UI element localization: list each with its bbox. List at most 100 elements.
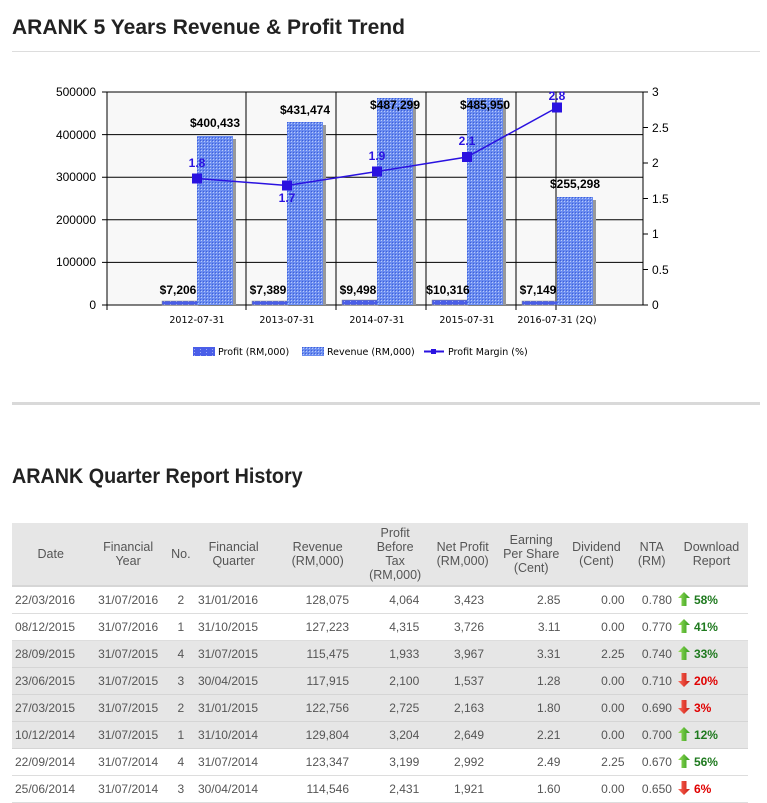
cell-dividend: 2.25 [564, 640, 629, 668]
svg-text:0: 0 [652, 298, 659, 312]
download-report-link[interactable]: 6% [677, 780, 712, 798]
cell-date: 22/03/2016 [12, 586, 90, 614]
svg-text:$400,433: $400,433 [190, 116, 240, 130]
svg-text:0.5: 0.5 [652, 263, 669, 277]
cell-download-report[interactable]: 41% [674, 613, 748, 641]
table-row: 22/03/2016 31/07/2016 2 31/01/2016 128,0… [12, 586, 748, 614]
cell-eps: 2.21 [498, 721, 565, 749]
cell-eps: 1.60 [498, 775, 565, 803]
header-profit-before-tax[interactable]: Profit Before Tax (RM,000) [363, 523, 428, 587]
cell-dividend: 0.00 [564, 775, 629, 803]
svg-text:2013-07-31: 2013-07-31 [259, 315, 314, 326]
table-section-title: ARANK Quarter Report History [12, 465, 303, 488]
change-percent: 12% [693, 728, 718, 742]
revenue-legend-label: Revenue (RM,000) [327, 347, 415, 358]
cell-profit-before-tax: 2,100 [363, 667, 428, 695]
cell-net-profit: 3,726 [427, 613, 499, 641]
arrow-up-icon [677, 591, 694, 609]
arrow-down-icon [677, 699, 694, 717]
table-row: 08/12/2015 31/07/2016 1 31/10/2015 127,2… [12, 613, 748, 641]
table-row: 27/03/2015 31/07/2015 2 31/01/2015 122,7… [12, 694, 748, 722]
revenue-value-labels: $400,433 $431,474 $487,299 $485,950 $255… [190, 98, 600, 191]
cell-revenue: 127,223 [272, 613, 364, 641]
svg-text:1: 1 [652, 227, 659, 241]
download-report-link[interactable]: 33% [677, 645, 718, 663]
cell-nta: 0.700 [628, 721, 675, 749]
cell-financial-quarter: 31/01/2016 [194, 586, 273, 614]
arrow-up-icon [677, 645, 694, 663]
download-report-link[interactable]: 56% [677, 753, 718, 771]
svg-text:400000: 400000 [56, 128, 96, 142]
profit-legend-label: Profit (RM,000) [218, 347, 289, 358]
profit-legend-swatch [193, 347, 215, 356]
cell-download-report[interactable]: 33% [674, 640, 748, 668]
svg-text:$7,149: $7,149 [520, 283, 557, 297]
svg-text:2016-07-31 (2Q): 2016-07-31 (2Q) [517, 315, 596, 326]
cell-no: 2 [166, 694, 195, 722]
cell-download-report[interactable]: 58% [674, 586, 748, 614]
cell-profit-before-tax: 3,199 [363, 748, 428, 776]
cell-financial-quarter: 30/04/2015 [194, 667, 273, 695]
cell-dividend: 0.00 [564, 667, 629, 695]
cell-nta: 0.780 [628, 586, 675, 614]
svg-text:2012-07-31: 2012-07-31 [169, 315, 224, 326]
table-row: 22/09/2014 31/07/2014 4 31/07/2014 123,3… [12, 748, 748, 776]
cell-eps: 1.80 [498, 694, 565, 722]
cell-download-report[interactable]: 56% [674, 748, 748, 776]
cell-download-report[interactable]: 3% [674, 694, 748, 722]
change-percent: 41% [693, 620, 718, 634]
right-axis-labels: 3 2.5 2 1.5 1 0.5 0 [652, 85, 669, 312]
svg-text:2014-07-31: 2014-07-31 [349, 315, 404, 326]
profit-bars [161, 299, 559, 306]
svg-text:100000: 100000 [56, 255, 96, 269]
svg-text:2: 2 [652, 156, 659, 170]
header-revenue[interactable]: Revenue (RM,000) [272, 523, 364, 587]
header-financial-year[interactable]: Financial Year [89, 523, 167, 587]
cell-net-profit: 3,423 [427, 586, 499, 614]
cell-dividend: 0.00 [564, 694, 629, 722]
chart-section-title: ARANK 5 Years Revenue & Profit Trend [12, 16, 405, 39]
cell-nta: 0.740 [628, 640, 675, 668]
table-row: 28/09/2015 31/07/2015 4 31/07/2015 115,4… [12, 640, 748, 668]
download-report-link[interactable]: 41% [677, 618, 718, 636]
cell-net-profit: 3,967 [427, 640, 499, 668]
change-percent: 20% [693, 674, 718, 688]
cell-download-report[interactable]: 20% [674, 667, 748, 695]
change-percent: 6% [693, 782, 712, 796]
download-report-link[interactable]: 12% [677, 726, 718, 744]
cell-nta: 0.650 [628, 775, 675, 803]
cell-download-report[interactable]: 12% [674, 721, 748, 749]
cell-no: 4 [166, 748, 195, 776]
svg-text:1.7: 1.7 [279, 191, 296, 205]
svg-text:$7,206: $7,206 [160, 283, 197, 297]
svg-text:$485,950: $485,950 [460, 98, 510, 112]
header-no[interactable]: No. [166, 523, 195, 587]
cell-net-profit: 2,992 [427, 748, 499, 776]
cell-financial-year: 31/07/2014 [89, 775, 167, 803]
header-download-report[interactable]: Download Report [674, 523, 748, 587]
svg-text:500000: 500000 [56, 85, 96, 99]
svg-text:2015-07-31: 2015-07-31 [439, 315, 494, 326]
download-report-link[interactable]: 20% [677, 672, 718, 690]
header-date[interactable]: Date [12, 523, 90, 587]
cell-revenue: 128,075 [272, 586, 364, 614]
cell-revenue: 123,347 [272, 748, 364, 776]
header-net-profit[interactable]: Net Profit (RM,000) [427, 523, 499, 587]
svg-text:1.9: 1.9 [369, 149, 386, 163]
cell-financial-quarter: 31/01/2015 [194, 694, 273, 722]
header-eps[interactable]: Earning Per Share (Cent) [498, 523, 565, 587]
cell-dividend: 0.00 [564, 613, 629, 641]
plot-area [106, 91, 644, 306]
arrow-up-icon [677, 726, 694, 744]
cell-date: 23/06/2015 [12, 667, 90, 695]
download-report-link[interactable]: 58% [677, 591, 718, 609]
section-divider [12, 402, 760, 405]
header-dividend[interactable]: Dividend (Cent) [564, 523, 629, 587]
download-report-link[interactable]: 3% [677, 699, 711, 717]
header-financial-quarter[interactable]: Financial Quarter [194, 523, 273, 587]
cell-download-report[interactable]: 6% [674, 775, 748, 803]
cell-nta: 0.690 [628, 694, 675, 722]
cell-eps: 3.11 [498, 613, 565, 641]
cell-financial-quarter: 30/04/2014 [194, 775, 273, 803]
header-nta[interactable]: NTA (RM) [628, 523, 675, 587]
